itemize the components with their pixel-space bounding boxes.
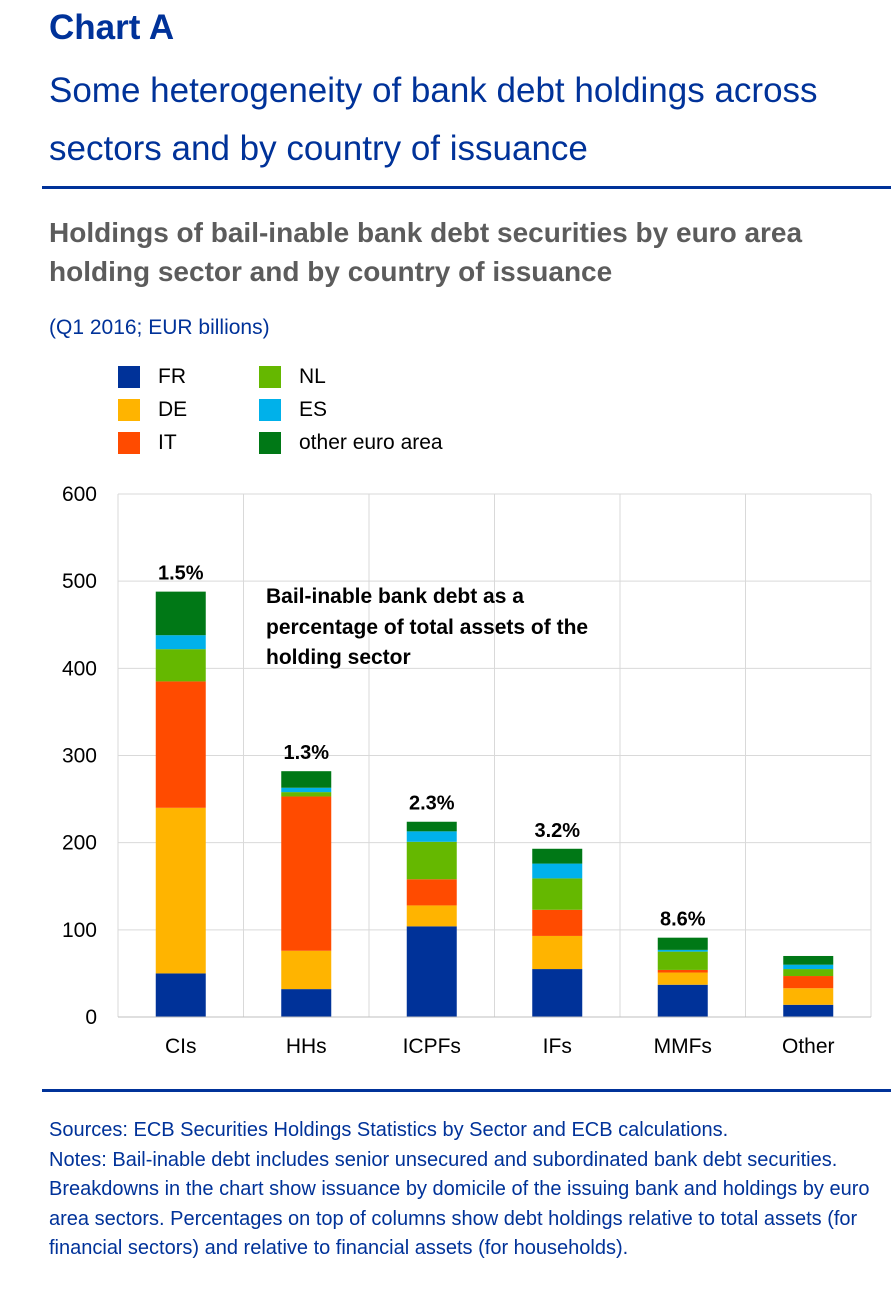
y-tick-label: 200 — [62, 832, 97, 855]
legend-item-other-euro-area: other euro area — [259, 429, 443, 457]
bar-segment-fr — [532, 969, 583, 1017]
bar-segment-fr — [155, 973, 206, 1017]
bar-segment-fr — [281, 989, 332, 1017]
bar-segment-it — [657, 969, 708, 973]
x-tick-label: CIs — [165, 1035, 197, 1058]
bar-segment-nl — [406, 841, 457, 880]
bar-segment-es — [406, 831, 457, 842]
bar-segment-other-euro-area — [783, 955, 834, 965]
x-tick-label: ICPFs — [403, 1035, 461, 1058]
footnote: Sources: ECB Securities Holdings Statist… — [49, 1116, 891, 1264]
y-tick-label: 0 — [85, 1006, 97, 1029]
chart-subtitle: Holdings of bail-inable bank debt securi… — [49, 217, 803, 287]
y-tick-label: 600 — [62, 483, 97, 506]
legend-swatch — [118, 399, 140, 421]
legend-item-fr: FR — [118, 363, 186, 391]
bar-segment-fr — [783, 1004, 834, 1017]
x-tick-label: Other — [782, 1035, 835, 1058]
x-tick-label: HHs — [286, 1035, 327, 1058]
bar-segment-de — [783, 988, 834, 1005]
bar-segment-nl — [783, 969, 834, 977]
y-tick-label: 300 — [62, 745, 97, 768]
bottom-rule — [42, 1089, 891, 1092]
legend-item-es: ES — [259, 396, 327, 424]
bar-segment-es — [281, 787, 332, 793]
bar-segment-de — [532, 935, 583, 970]
top-rule — [42, 186, 891, 189]
y-tick-label: 400 — [62, 657, 97, 680]
legend-item-de: DE — [118, 396, 187, 424]
notes-text: Notes: Bail-inable debt includes senior … — [49, 1148, 870, 1260]
legend-label: ES — [299, 398, 328, 421]
legend-swatch — [118, 366, 140, 388]
bar-segment-nl — [657, 951, 708, 970]
bar-segment-other-euro-area — [657, 937, 708, 950]
stacked-bar-chart: 0 100 200 300 400 500 600 1.5% CIs 1.3% HHs 2.3% ICP… — [62, 483, 872, 1058]
bar-segment-it — [532, 909, 583, 936]
bar-segment-es — [155, 635, 206, 650]
legend-item-nl: NL — [259, 363, 326, 391]
legend-label: FR — [158, 365, 186, 388]
bar-segment-it — [281, 796, 332, 951]
bar-segment-fr — [657, 984, 708, 1017]
bar-segment-es — [657, 949, 708, 952]
bar-segment-other-euro-area — [532, 848, 583, 864]
legend-label: other euro area — [299, 431, 443, 454]
bar-segment-de — [657, 972, 708, 985]
percent-label: 1.3% — [283, 742, 329, 764]
bar-segment-it — [783, 976, 834, 989]
y-tick-label: 100 — [62, 919, 97, 942]
units-label: (Q1 2016; EUR billions) — [49, 316, 270, 339]
bar-segment-nl — [281, 792, 332, 797]
legend-label: IT — [158, 431, 177, 454]
bar-segment-other-euro-area — [155, 591, 206, 636]
bar-segment-nl — [532, 878, 583, 910]
bar-segment-it — [155, 681, 206, 808]
chart-label: Chart A — [49, 8, 175, 47]
bar-segment-de — [281, 950, 332, 990]
bar-segment-de — [155, 807, 206, 974]
legend-swatch — [259, 399, 281, 421]
percent-label: 3.2% — [534, 820, 580, 842]
bar-segment-other-euro-area — [406, 821, 457, 832]
bar-segment-es — [783, 964, 834, 970]
legend-label: NL — [299, 365, 326, 388]
legend-swatch — [259, 432, 281, 454]
chart-annotation: Bail-inable bank debt as a percentage of… — [266, 585, 589, 669]
bar-segment-it — [406, 879, 457, 906]
percent-label: 1.5% — [158, 563, 204, 585]
bar-segment-fr — [406, 926, 457, 1017]
chart-title: Some heterogeneity of bank debt holdings… — [49, 71, 818, 168]
legend-label: DE — [158, 398, 188, 421]
legend-item-it: IT — [118, 429, 177, 457]
percent-label: 2.3% — [409, 793, 455, 815]
bar-segment-nl — [155, 649, 206, 682]
legend-swatch — [259, 366, 281, 388]
x-tick-label: IFs — [543, 1035, 572, 1058]
bar-segment-es — [532, 863, 583, 879]
percent-label: 8.6% — [660, 909, 706, 931]
sources-note: Sources: ECB Securities Holdings Statist… — [49, 1119, 729, 1141]
legend: FR DE IT NL ES other euro area — [118, 363, 538, 463]
bar-segment-de — [406, 905, 457, 927]
x-tick-label: MMFs — [654, 1035, 712, 1058]
bar-segment-other-euro-area — [281, 771, 332, 788]
y-tick-label: 500 — [62, 570, 97, 593]
legend-swatch — [118, 432, 140, 454]
